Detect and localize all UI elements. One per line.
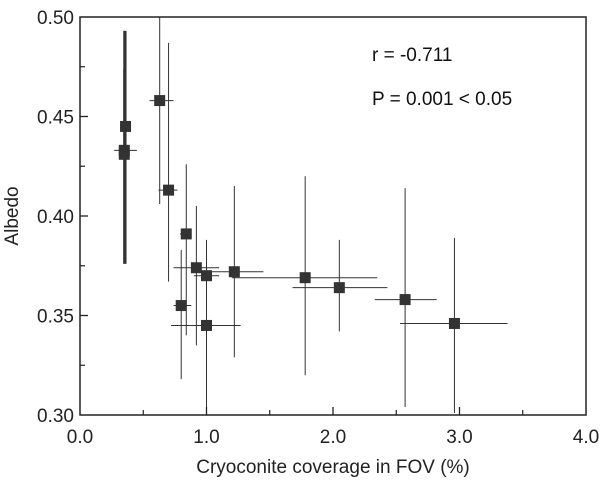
data-point-marker bbox=[175, 300, 187, 312]
data-point-marker bbox=[180, 228, 192, 240]
y-tick-label: 0.45 bbox=[37, 108, 74, 129]
x-axis-title: Cryoconite coverage in FOV (%) bbox=[196, 457, 470, 478]
data-point-marker bbox=[190, 262, 202, 274]
data-point-marker bbox=[118, 144, 130, 156]
data-point-marker bbox=[333, 282, 345, 294]
correlation-annotation: r = -0.711 bbox=[372, 45, 452, 66]
p-value-annotation: P = 0.001 < 0.05 bbox=[372, 89, 512, 110]
y-tick-label: 0.40 bbox=[37, 207, 74, 228]
x-tick-label: 2.0 bbox=[320, 427, 346, 448]
ticks-layer: 0.0 1.0 2.0 3.0 4.0 0.30 0.35 0.40 0.45 0.50 bbox=[37, 8, 599, 448]
data-point-marker bbox=[201, 319, 212, 331]
y-axis-title: Albedo bbox=[2, 186, 23, 245]
data-point-marker bbox=[201, 270, 212, 282]
x-tick-label: 3.0 bbox=[446, 427, 472, 448]
y-tick-label: 0.30 bbox=[37, 406, 74, 427]
markers-layer bbox=[118, 95, 460, 331]
data-point-marker bbox=[228, 266, 240, 278]
plot-frame bbox=[79, 16, 587, 416]
data-point-marker bbox=[399, 294, 411, 306]
data-point-marker bbox=[163, 184, 175, 196]
data-point-marker bbox=[448, 317, 460, 329]
data-point-marker bbox=[299, 272, 311, 284]
data-point-marker bbox=[120, 120, 132, 132]
error-bars-layer bbox=[114, 17, 508, 415]
x-tick-label: 1.0 bbox=[193, 427, 219, 448]
x-tick-label: 4.0 bbox=[573, 427, 599, 448]
y-tick-label: 0.35 bbox=[37, 307, 74, 328]
data-point-marker bbox=[154, 95, 166, 107]
y-tick-label: 0.50 bbox=[37, 8, 74, 29]
x-tick-label: 0.0 bbox=[67, 427, 93, 448]
